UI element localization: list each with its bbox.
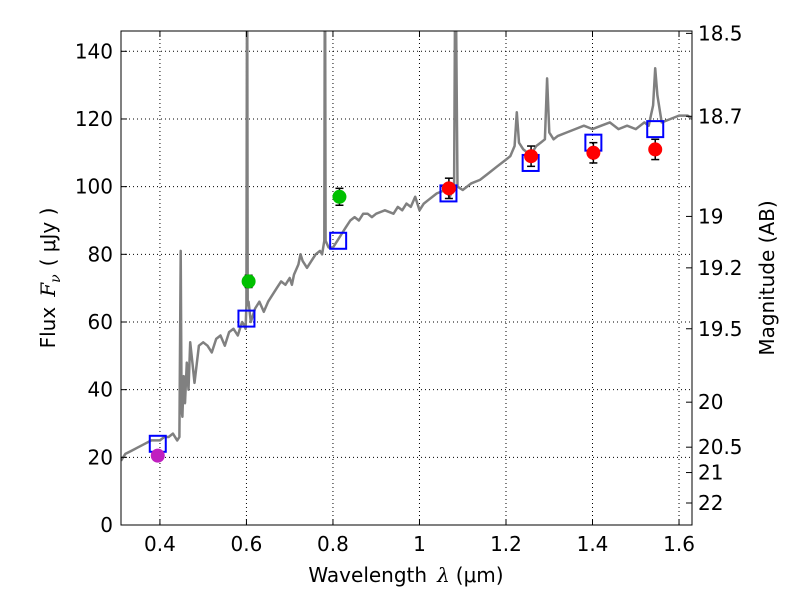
- x-tick-label: 1.2: [490, 532, 522, 556]
- plot-background: [121, 31, 692, 525]
- y-tick-label: 60: [88, 310, 113, 334]
- y2-tick-label: 19: [698, 204, 723, 228]
- observed-point: [150, 448, 165, 463]
- y2-tick-label: 20: [698, 390, 723, 414]
- x-axis-label: Wavelength λ (μm): [308, 563, 503, 587]
- y-tick-label: 100: [75, 175, 113, 199]
- observed-point: [648, 142, 663, 157]
- plot-frame: [120, 30, 693, 526]
- model-square-marker: [646, 120, 665, 139]
- y2-tick-label: 21: [698, 461, 723, 485]
- y-tick-label: 140: [75, 39, 113, 63]
- y-tick-label: 120: [75, 107, 113, 131]
- spectrum-line: [121, 31, 692, 462]
- observed-point: [524, 149, 539, 164]
- y2-tick-label: 19.5: [698, 317, 743, 341]
- observed-point: [241, 274, 256, 289]
- y-tick-label: 0: [100, 513, 113, 537]
- x-tick-label: 0.4: [144, 532, 176, 556]
- x-tick-label: 1.6: [663, 532, 695, 556]
- plot-area: [121, 31, 692, 463]
- y2-tick-label: 22: [698, 491, 723, 515]
- y-tick-label: 80: [88, 242, 113, 266]
- y2-tick-label: 18.5: [698, 21, 743, 45]
- y2-tick-label: 18.7: [698, 104, 743, 128]
- y2-tick-label: 20.5: [698, 435, 743, 459]
- y2-axis-label: Magnitude (AB): [755, 200, 779, 355]
- observed-point: [586, 145, 601, 160]
- y-tick-label: 40: [88, 378, 113, 402]
- x-tick-label: 0.8: [317, 532, 349, 556]
- x-tick-label: 0.6: [231, 532, 263, 556]
- y2-tick-label: 19.2: [698, 256, 743, 280]
- model-square-marker: [237, 309, 256, 328]
- y-tick-label: 20: [88, 445, 113, 469]
- observed-point: [332, 189, 347, 204]
- observed-point: [441, 181, 456, 196]
- x-tick-label: 1: [413, 532, 426, 556]
- model-square-marker: [329, 231, 348, 250]
- y-axis-label: FluxFν( μJy ): [36, 208, 64, 349]
- axis-ticks: 0.4 0.6 0.8 1 1.2 1.4 1.6 0 20 40 60 80 100 120 140 18.…: [75, 21, 743, 556]
- x-tick-label: 1.4: [577, 532, 609, 556]
